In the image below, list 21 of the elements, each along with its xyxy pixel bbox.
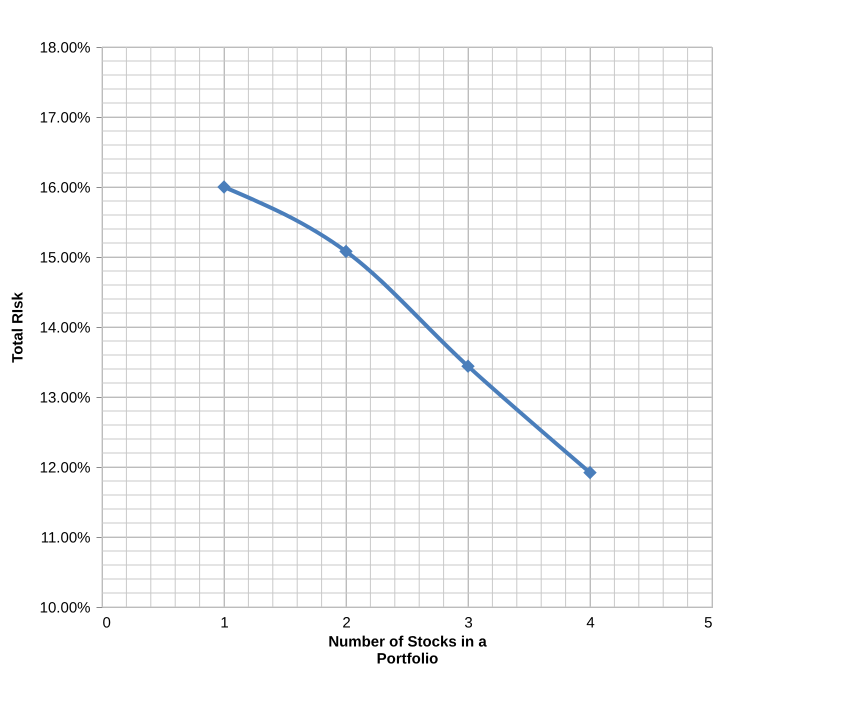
x-tick-label: 5 <box>704 614 712 632</box>
y-tick-label: 17.00% <box>40 110 90 126</box>
y-tick-label: 13.00% <box>40 390 90 406</box>
y-axis-title: Total RIsk <box>10 292 27 363</box>
point <box>583 466 597 480</box>
y-tick-label: 14.00% <box>40 320 90 336</box>
y-tick-label: 15.00% <box>40 250 90 266</box>
y-tick-label: 12.00% <box>40 460 90 476</box>
x-tick-label: 3 <box>464 614 473 632</box>
x-tick-label: 2 <box>342 614 351 632</box>
x-tick-label: 0 <box>102 614 111 632</box>
y-tick-label: 10.00% <box>40 600 90 616</box>
y-tick-label: 16.00% <box>40 180 90 196</box>
x-tick-label: 1 <box>220 614 229 632</box>
x-tick-label: 4 <box>586 614 595 632</box>
point <box>339 244 353 258</box>
point <box>217 180 231 194</box>
x-axis-title: Number of Stocks in a Portfolio <box>328 634 488 668</box>
point <box>461 359 475 373</box>
y-tick-label: 18.00% <box>40 40 90 56</box>
y-tick-label: 11.00% <box>40 530 90 546</box>
